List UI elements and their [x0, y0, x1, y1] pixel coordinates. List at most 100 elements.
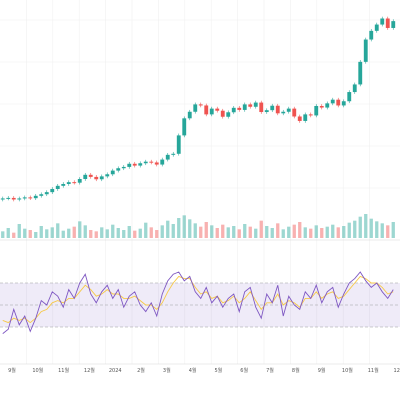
candle-body: [176, 135, 181, 154]
volume-bar: [6, 228, 10, 238]
price-pane: [0, 16, 396, 202]
volume-bar: [265, 226, 269, 238]
x-axis-tick-label: 11월: [58, 367, 69, 374]
candle-body: [308, 114, 313, 116]
volume-bar: [369, 218, 373, 238]
volume-bar: [248, 226, 252, 238]
candle-body: [336, 99, 341, 106]
x-axis-tick-label: 3월: [163, 367, 171, 374]
volume-bar: [281, 229, 285, 238]
x-axis-tick-label: 12월: [84, 367, 95, 374]
candle-body: [0, 198, 5, 200]
volume-bar: [144, 222, 148, 238]
candle-body: [33, 195, 38, 199]
volume-bar: [325, 226, 329, 238]
candle-body: [198, 104, 203, 106]
candle-body: [259, 102, 264, 113]
volume-bar: [215, 228, 219, 238]
candle-body: [275, 105, 280, 114]
candle-body: [187, 111, 192, 119]
candle-body: [215, 108, 220, 111]
candle-body: [369, 30, 374, 40]
volume-bar: [353, 220, 357, 238]
candle-body: [231, 107, 236, 113]
volume-bar: [149, 227, 153, 238]
volume-bar: [138, 228, 142, 238]
volume-bar: [391, 222, 395, 238]
candle-body: [358, 61, 363, 85]
volume-bar: [221, 224, 225, 238]
candle-body: [121, 166, 126, 169]
volume-bar: [100, 227, 104, 238]
volume-bar: [243, 224, 247, 238]
candle-body: [72, 182, 77, 184]
volume-bar: [67, 228, 71, 238]
x-axis-tick-label: 7월: [266, 367, 274, 374]
volume-bar: [232, 226, 236, 238]
volume-bar: [23, 228, 27, 238]
candle-body: [116, 168, 121, 171]
volume-pane: [1, 214, 395, 238]
volume-bar: [160, 225, 164, 238]
candle-body: [325, 103, 330, 108]
candle-body: [165, 154, 170, 160]
candle-body: [55, 185, 60, 189]
x-axis-tick-label: 6월: [240, 367, 248, 374]
volume-bar: [182, 215, 186, 238]
x-axis-tick-label: 11월: [368, 367, 379, 374]
volume-bar: [72, 226, 76, 238]
volume-bar: [133, 230, 137, 238]
candle-body: [286, 108, 291, 112]
volume-bar: [380, 223, 384, 238]
candle-body: [66, 182, 71, 184]
candle-body: [50, 188, 55, 193]
candle-body: [11, 197, 16, 200]
candle-body: [220, 110, 225, 117]
volume-bar: [188, 219, 192, 238]
x-axis-tick-label: 10월: [342, 367, 353, 374]
volume-bar: [83, 225, 87, 238]
volume-bar: [237, 229, 241, 238]
oscillator-signal-line: [2, 275, 394, 324]
volume-bar: [171, 224, 175, 238]
volume-bar: [1, 231, 5, 238]
candle-body: [385, 18, 390, 28]
candle-body: [330, 99, 335, 104]
volume-bar: [320, 228, 324, 238]
volume-bar: [270, 228, 274, 238]
candle-body: [297, 116, 302, 121]
volume-bar: [342, 226, 346, 238]
x-axis: 9월 10월 11월 12월 2024 2월 3월 4월 5월 6월 7월 8월 9월 10월 11월 12월: [8, 367, 400, 374]
candle-body: [132, 163, 137, 166]
candle-body: [160, 159, 165, 165]
volume-bar: [386, 225, 390, 238]
x-axis-tick-label: 10월: [32, 367, 43, 374]
candle-body: [39, 194, 44, 196]
volume-bar: [292, 224, 296, 238]
volume-bar: [364, 214, 368, 238]
volume-bar: [276, 223, 280, 238]
candle-body: [270, 105, 275, 111]
candle-body: [138, 163, 143, 166]
volume-bar: [12, 232, 16, 238]
volume-bar: [45, 229, 49, 238]
volume-bar: [28, 230, 32, 238]
volume-bar: [358, 216, 362, 238]
volume-bar: [287, 226, 291, 238]
volume-bar: [298, 222, 302, 238]
candle-body: [94, 176, 99, 180]
volume-bar: [331, 224, 335, 238]
candle-body: [253, 102, 258, 107]
volume-bar: [78, 221, 82, 238]
candle-body: [105, 174, 110, 177]
grid: [0, 0, 400, 365]
candle-body: [303, 114, 308, 121]
candle-body: [6, 197, 11, 199]
candle-body: [88, 174, 93, 177]
candle-body: [237, 107, 242, 110]
candle-body: [83, 174, 88, 180]
candle-body: [242, 104, 247, 110]
candle-body: [347, 92, 352, 102]
candle-body: [391, 21, 396, 28]
